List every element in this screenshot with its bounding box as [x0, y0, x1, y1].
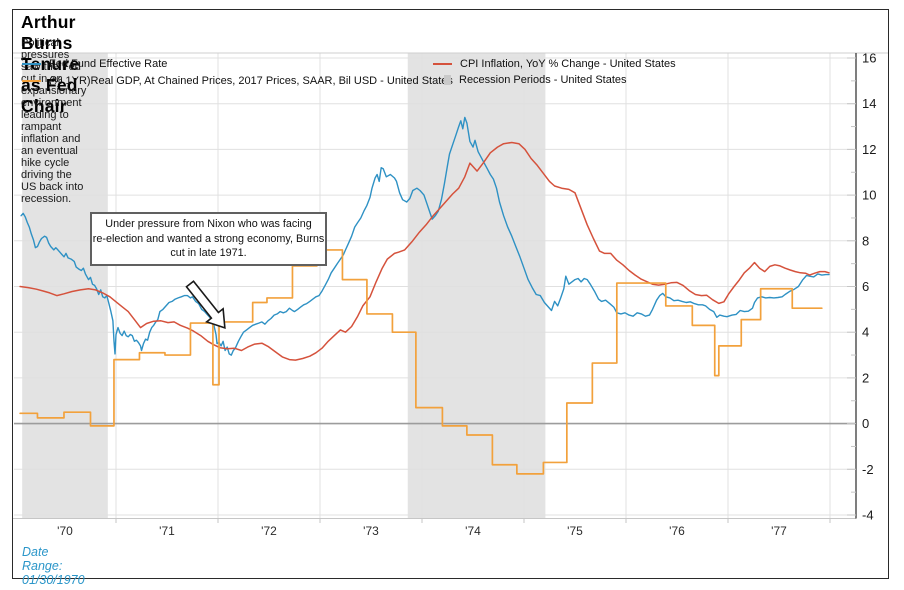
x-axis-label: '77 — [771, 524, 787, 538]
x-axis-label: '73 — [363, 524, 379, 538]
legend-label: Recession Periods - United States — [459, 74, 627, 86]
legend-label: (% 1YR)Real GDP, At Chained Prices, 2017… — [49, 75, 453, 87]
chart-subtitle: Political pressures saw the Fed cut in a… — [21, 37, 87, 205]
x-axis-label: '76 — [669, 524, 685, 538]
legend-item-fed-funds: Fed Fund Effective Rate — [22, 57, 167, 71]
y-axis-label: 16 — [862, 51, 876, 66]
gdp-line-swatch — [22, 80, 41, 82]
recession-band — [22, 53, 108, 519]
x-axis-label: '70 — [57, 524, 73, 538]
fed-funds-line-swatch — [22, 63, 41, 65]
x-axis-label: '71 — [159, 524, 175, 538]
nixon-annotation-box: Under pressure from Nixon who was facing… — [90, 212, 327, 266]
y-axis-label: 10 — [862, 188, 876, 203]
annotation-line: re-election and wanted a strong economy,… — [92, 232, 325, 245]
y-axis-label: 12 — [862, 142, 876, 157]
y-axis-label: 2 — [862, 370, 869, 385]
series-cpi-line — [19, 141, 830, 361]
legend-item-cpi: CPI Inflation, YoY % Change - United Sta… — [433, 57, 676, 71]
annotation-line: cut in late 1971. — [170, 247, 247, 260]
y-axis-label: 14 — [862, 96, 876, 111]
y-axis-label: 6 — [862, 279, 869, 294]
arrow-icon — [185, 280, 226, 329]
date-range-label: Date Range: 01/30/1970 - 12/30/1977 — [22, 545, 85, 590]
legend-item-gdp: (% 1YR)Real GDP, At Chained Prices, 2017… — [22, 74, 453, 88]
y-axis-label: 4 — [862, 325, 869, 340]
legend-label: Fed Fund Effective Rate — [49, 58, 168, 70]
recession-band — [407, 53, 546, 519]
annotation-line: Under pressure from Nixon who was facing — [105, 218, 312, 231]
legend-item-recession: Recession Periods - United States — [444, 73, 627, 87]
chart-title: Arthur Burns Tenure as Fed Chair — [21, 12, 80, 116]
y-axis-label: -4 — [862, 508, 874, 523]
y-axis-label: 0 — [862, 416, 869, 431]
legend-label: CPI Inflation, YoY % Change - United Sta… — [460, 58, 676, 70]
cpi-line-swatch — [433, 63, 452, 65]
x-axis-label: '74 — [465, 524, 481, 538]
x-axis-label: '72 — [261, 524, 277, 538]
y-axis-label: 8 — [862, 233, 869, 248]
recession-band-swatch — [444, 75, 451, 85]
series-fed-funds-line — [20, 116, 830, 356]
x-axis-label: '75 — [567, 524, 583, 538]
series-real-gdp-step-line — [19, 249, 823, 475]
y-axis-label: -2 — [862, 462, 874, 477]
